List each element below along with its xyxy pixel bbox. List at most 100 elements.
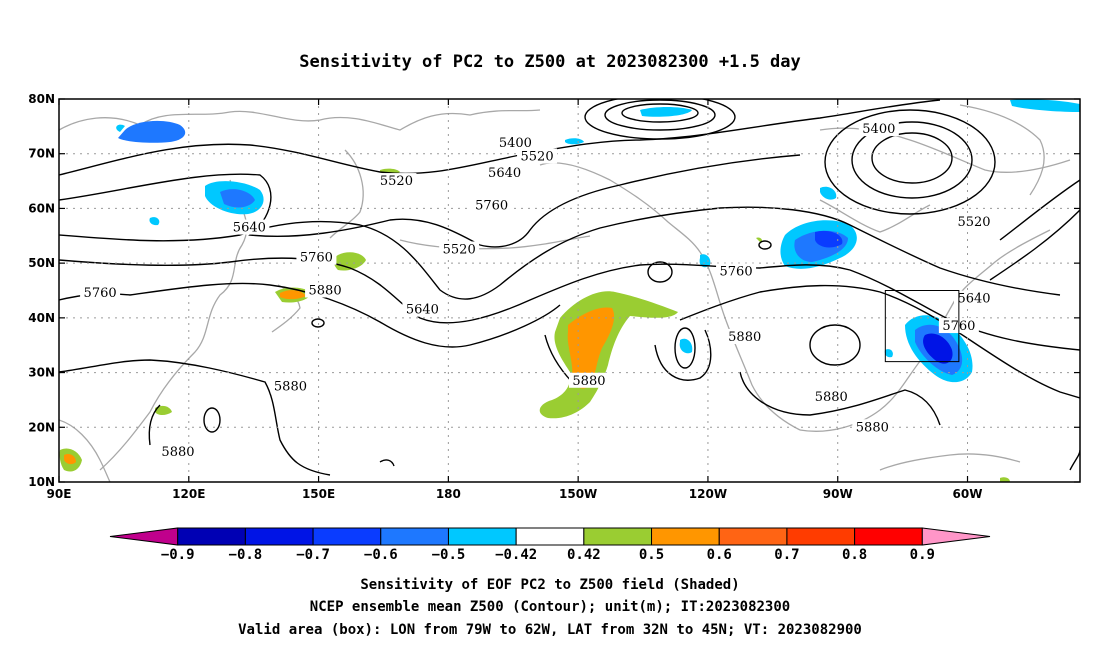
contour-label: 5640 bbox=[957, 292, 990, 307]
shade-negative-patch bbox=[679, 338, 693, 354]
contour-label: 5640 bbox=[233, 221, 266, 236]
contour-line bbox=[824, 109, 996, 215]
colorbar-swatch bbox=[718, 527, 788, 546]
contour-line bbox=[871, 132, 953, 184]
contour-line bbox=[379, 459, 395, 467]
contour-label-bg bbox=[954, 290, 995, 306]
colorbar-swatch-high bbox=[921, 527, 991, 546]
contour-line bbox=[999, 179, 1080, 241]
contour-label: 5760 bbox=[300, 251, 333, 266]
shade-negative-patch bbox=[220, 189, 255, 208]
lat-tick-label: 10N bbox=[28, 475, 55, 489]
contour-label-bg bbox=[402, 301, 443, 317]
contour-line bbox=[59, 257, 1080, 351]
contour-label-bg bbox=[484, 164, 525, 180]
contour-label: 5640 bbox=[488, 166, 521, 181]
contour-line bbox=[679, 284, 1080, 399]
contour-label: 5520 bbox=[380, 174, 413, 189]
lat-tick-label: 80N bbox=[28, 92, 55, 106]
contour-line bbox=[311, 318, 325, 328]
coastline-east-asia bbox=[99, 179, 248, 471]
contour-line bbox=[203, 407, 221, 433]
coastline-north-america-west bbox=[699, 251, 801, 431]
valid-area-box bbox=[884, 290, 960, 363]
shade-positive-patch bbox=[1000, 477, 1010, 482]
axis-ticks: 90E 120E 150E 180 150W 120W 90W 60W 80N 70N 60N 50N… bbox=[28, 92, 1080, 501]
contour-line bbox=[129, 282, 561, 348]
contour-label-bg bbox=[270, 378, 311, 394]
contour-label-bg bbox=[229, 219, 270, 235]
contour-line bbox=[739, 371, 941, 426]
contour-label-bg bbox=[858, 121, 899, 137]
lat-tick-label: 20N bbox=[28, 420, 55, 434]
contour-label-bg bbox=[80, 285, 121, 301]
contour-label: 5760 bbox=[475, 199, 508, 214]
coastline-india bbox=[59, 419, 111, 482]
contour-line bbox=[654, 329, 712, 381]
colorbar-label: −0.9 bbox=[161, 547, 195, 563]
contour-label-bg bbox=[517, 148, 558, 164]
colorbar-swatch bbox=[380, 527, 449, 546]
contour-label: 5880 bbox=[161, 445, 194, 460]
lon-tick-label: 120E bbox=[172, 487, 205, 501]
contour-label: 5640 bbox=[406, 303, 439, 318]
shade-negative-patch bbox=[820, 186, 837, 200]
shade-positive-patch bbox=[280, 290, 306, 300]
caption-line-2: NCEP ensemble mean Z500 (Contour); unit(… bbox=[310, 599, 790, 615]
colorbar-swatch bbox=[786, 527, 856, 546]
colorbar-swatch bbox=[651, 527, 720, 546]
colorbar-label: 0.8 bbox=[842, 547, 867, 563]
contour-label: 5880 bbox=[309, 284, 342, 299]
lon-tick-label: 150E bbox=[302, 487, 335, 501]
colorbar-swatch bbox=[447, 527, 517, 546]
shade-positive-patch bbox=[64, 453, 76, 465]
coastline-gulf bbox=[799, 354, 926, 432]
contour-label-bg bbox=[852, 419, 893, 435]
contour-label: 5520 bbox=[521, 149, 554, 164]
map-frame bbox=[58, 98, 1081, 483]
colorbar-label: 0.9 bbox=[910, 547, 935, 563]
contour-line bbox=[809, 324, 861, 366]
shade-negative-patch bbox=[118, 120, 186, 143]
shade-negative-patch bbox=[116, 124, 125, 132]
colorbar-label: −0.6 bbox=[364, 547, 398, 563]
contour-label-bg bbox=[376, 173, 417, 189]
contour-label-bg bbox=[724, 329, 765, 345]
contour-label: 5880 bbox=[856, 420, 889, 435]
colorbar-swatch bbox=[854, 527, 923, 546]
shade-negative-patch bbox=[149, 217, 160, 226]
colorbar-swatch bbox=[177, 527, 246, 546]
figure-title: Sensitivity of PC2 to Z500 at 2023082300… bbox=[299, 52, 801, 72]
colorbar-swatch bbox=[583, 527, 653, 546]
shade-negative-patch bbox=[565, 138, 584, 145]
colorbar-label: 0.5 bbox=[639, 547, 664, 563]
contour-label: 5760 bbox=[720, 264, 753, 279]
contour-line bbox=[59, 359, 331, 476]
contour-label: 5520 bbox=[443, 242, 476, 257]
lon-tick-label: 90E bbox=[47, 487, 72, 501]
contour-label: 5400 bbox=[862, 122, 895, 137]
lat-tick-label: 70N bbox=[28, 147, 55, 161]
contour-line bbox=[621, 103, 699, 123]
lon-tick-label: 150W bbox=[559, 487, 597, 501]
colorbar-swatch bbox=[244, 527, 314, 546]
colorbar-swatch bbox=[515, 527, 585, 546]
coastline-hudson bbox=[819, 199, 931, 233]
contour-line bbox=[59, 206, 1061, 300]
contour-line bbox=[604, 99, 716, 131]
contour-line bbox=[851, 121, 973, 199]
colorbar: −0.9 −0.8 −0.7 −0.6 −0.5 −0.42 0.42 0.5 0.6 0.7 0.… bbox=[109, 527, 991, 563]
caption-line-3: Valid area (box): LON from 79W to 62W, L… bbox=[238, 622, 862, 638]
lon-tick-label: 60W bbox=[953, 487, 983, 501]
lon-tick-label: 90W bbox=[823, 487, 853, 501]
colorbar-label: −0.7 bbox=[296, 547, 330, 563]
contour-label: 5880 bbox=[274, 379, 307, 394]
contour-label: 5760 bbox=[84, 286, 117, 301]
coastline-caribbean bbox=[879, 453, 1021, 471]
coastline-aleutians bbox=[399, 235, 591, 250]
coastline-kamchatka bbox=[329, 149, 364, 239]
contour-line bbox=[758, 240, 772, 250]
lon-tick-label: 180 bbox=[436, 487, 461, 501]
contour-label-bg bbox=[716, 263, 757, 279]
